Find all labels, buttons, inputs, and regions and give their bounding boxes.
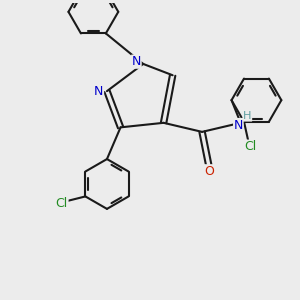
Text: Cl: Cl bbox=[56, 197, 68, 210]
Text: N: N bbox=[132, 55, 141, 68]
Text: Cl: Cl bbox=[245, 140, 257, 153]
Text: O: O bbox=[204, 165, 214, 178]
Text: N: N bbox=[234, 118, 243, 132]
Text: N: N bbox=[94, 85, 104, 98]
Text: H: H bbox=[243, 111, 252, 121]
